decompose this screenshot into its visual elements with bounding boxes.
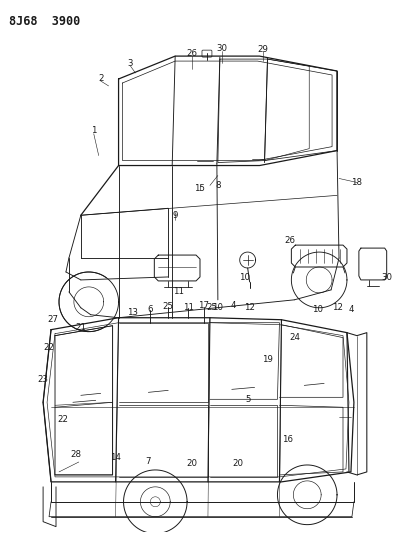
Text: 13: 13 xyxy=(127,308,138,317)
Text: 9: 9 xyxy=(172,211,178,220)
Text: 11: 11 xyxy=(183,303,194,312)
Text: 22: 22 xyxy=(57,415,69,424)
Text: 17: 17 xyxy=(198,301,209,310)
Text: 20: 20 xyxy=(187,459,198,469)
Text: 4: 4 xyxy=(348,305,354,314)
Text: 30: 30 xyxy=(381,273,392,282)
FancyBboxPatch shape xyxy=(202,50,212,57)
Text: 8: 8 xyxy=(215,181,221,190)
Text: 12: 12 xyxy=(332,303,342,312)
Text: 24: 24 xyxy=(290,333,301,342)
Text: 29: 29 xyxy=(257,45,268,54)
Text: 23: 23 xyxy=(38,375,49,384)
Text: 6: 6 xyxy=(148,305,153,314)
Text: 10: 10 xyxy=(212,303,223,312)
Text: 1: 1 xyxy=(91,126,97,135)
Text: 25: 25 xyxy=(206,303,217,312)
Text: 30: 30 xyxy=(216,44,227,53)
Text: 16: 16 xyxy=(282,434,293,443)
Text: 10: 10 xyxy=(239,273,250,282)
Text: 14: 14 xyxy=(110,453,121,462)
Text: 18: 18 xyxy=(352,178,362,187)
Text: 27: 27 xyxy=(47,315,59,324)
Text: 26: 26 xyxy=(187,49,198,58)
Text: 22: 22 xyxy=(43,343,55,352)
Text: 12: 12 xyxy=(244,303,255,312)
Text: 19: 19 xyxy=(262,355,273,364)
Text: 20: 20 xyxy=(232,459,243,469)
Text: 10: 10 xyxy=(312,305,323,314)
Text: 8J68  3900: 8J68 3900 xyxy=(9,15,81,28)
Text: 28: 28 xyxy=(70,449,81,458)
Text: 2: 2 xyxy=(98,75,103,84)
Text: 26: 26 xyxy=(284,236,295,245)
Text: 7: 7 xyxy=(146,457,151,466)
Text: 5: 5 xyxy=(245,395,251,404)
Text: 4: 4 xyxy=(231,301,237,310)
Text: 21: 21 xyxy=(75,323,86,332)
Text: 11: 11 xyxy=(173,287,184,296)
Text: 25: 25 xyxy=(163,302,174,311)
Text: 15: 15 xyxy=(194,184,205,193)
Text: 3: 3 xyxy=(128,59,133,68)
